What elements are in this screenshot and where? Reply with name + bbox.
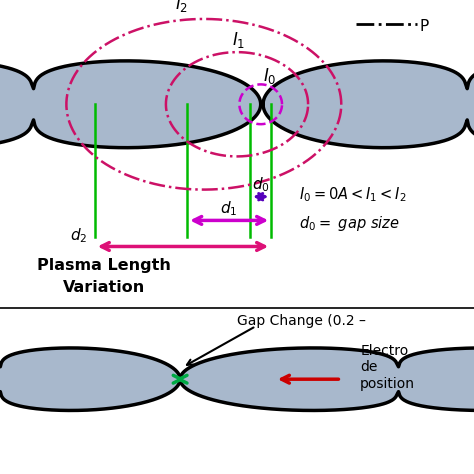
Text: P: P	[419, 19, 429, 34]
Text: Variation: Variation	[63, 280, 146, 294]
Text: $I_1$: $I_1$	[232, 30, 246, 50]
Text: Electro
de
position: Electro de position	[360, 344, 415, 391]
Polygon shape	[263, 61, 474, 148]
Text: $d_0 =$ gap size: $d_0 =$ gap size	[299, 213, 400, 233]
Text: $d_2$: $d_2$	[70, 227, 87, 246]
Polygon shape	[0, 61, 261, 148]
Text: $I_0$: $I_0$	[263, 65, 277, 86]
Text: $d_1$: $d_1$	[220, 199, 238, 218]
Polygon shape	[0, 348, 180, 410]
Polygon shape	[180, 348, 474, 410]
Text: $I_0 = 0A < I_1 < I_2$: $I_0 = 0A < I_1 < I_2$	[299, 185, 406, 204]
Text: $d_0$: $d_0$	[252, 175, 270, 194]
Text: Gap Change (0.2 –: Gap Change (0.2 –	[237, 314, 366, 328]
Text: $I_2$: $I_2$	[175, 0, 189, 15]
Text: Plasma Length: Plasma Length	[37, 258, 171, 273]
